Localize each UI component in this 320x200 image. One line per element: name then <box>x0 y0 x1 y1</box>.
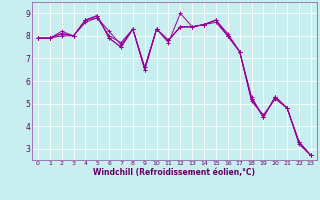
X-axis label: Windchill (Refroidissement éolien,°C): Windchill (Refroidissement éolien,°C) <box>93 168 255 177</box>
